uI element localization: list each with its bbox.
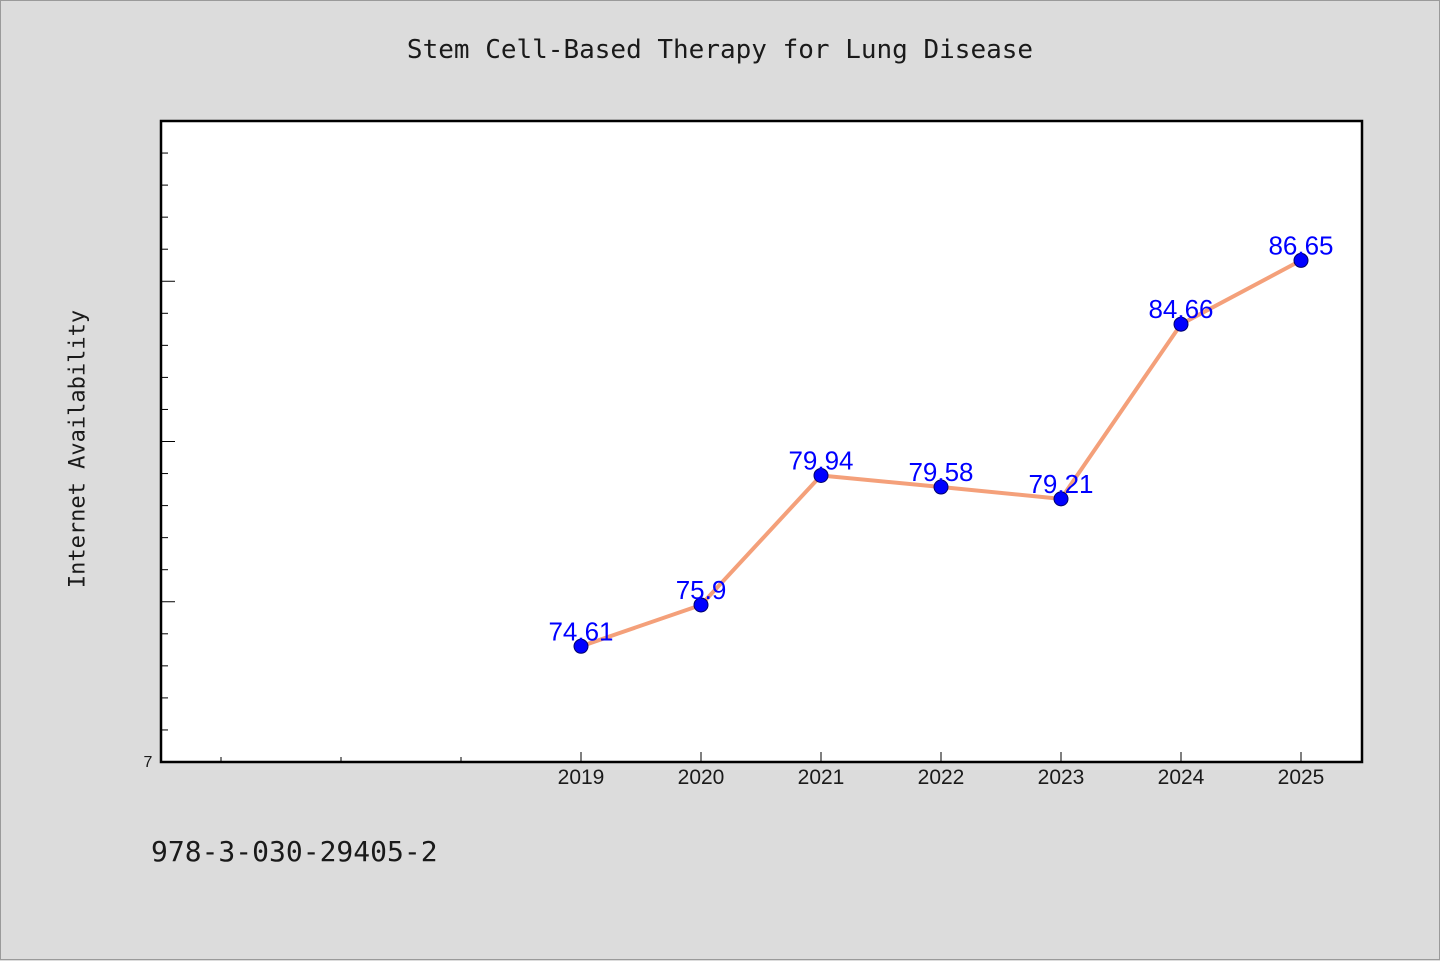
data-label: 74.61	[548, 616, 613, 646]
data-label: 79.58	[908, 457, 973, 487]
data-point	[693, 597, 709, 613]
x-tick-label: 2019	[558, 766, 605, 789]
data-label: 79.21	[1028, 469, 1093, 499]
chart-title: Stem Cell-Based Therapy for Lung Disease	[406, 35, 1034, 65]
x-tick-label: 2024	[1158, 766, 1205, 789]
x-tick-label: 2022	[918, 766, 965, 789]
data-point	[933, 479, 949, 495]
data-label: 84.66	[1148, 294, 1213, 324]
plot-area	[159, 119, 1364, 764]
data-series: 74.61 75.9 79.94 79.58 79.21 84.66 86.65	[548, 230, 1334, 654]
isbn-footer: 978-3-030-29405-2	[151, 835, 438, 868]
data-label: 86.65	[1268, 230, 1333, 260]
data-point	[1293, 252, 1309, 268]
data-label: 79.94	[788, 445, 853, 475]
data-point	[1173, 316, 1189, 332]
axis-ticks	[161, 152, 1302, 762]
x-tick-label: 2025	[1278, 766, 1325, 789]
data-point	[1053, 491, 1069, 507]
x-tick-label: 2020	[678, 766, 725, 789]
data-point	[813, 467, 829, 483]
x-tick-label: 2021	[798, 766, 845, 789]
data-point	[573, 638, 589, 654]
y-tick-label: 7	[144, 754, 153, 771]
data-label: 75.9	[676, 575, 727, 605]
x-tick-labels: 2019 2020 2021 2022 2023 2024 2025	[558, 766, 1325, 789]
x-tick-label: 2023	[1038, 766, 1085, 789]
